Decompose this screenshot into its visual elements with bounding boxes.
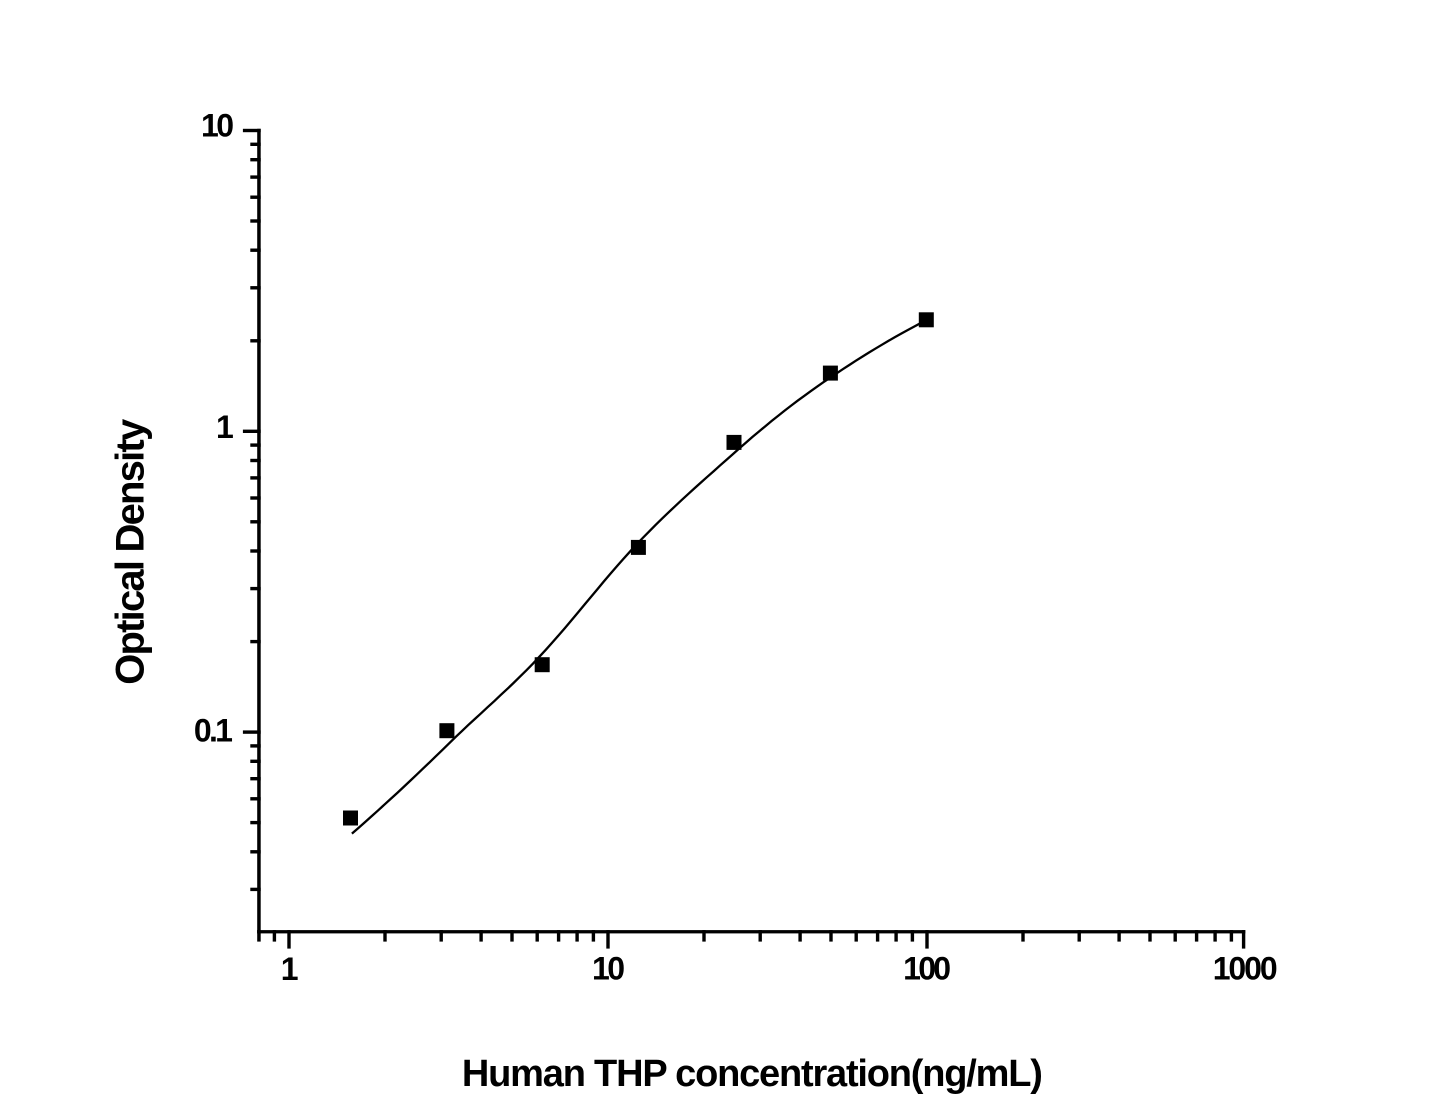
svg-text:1: 1 [216,409,234,445]
svg-text:0.1: 0.1 [194,713,233,749]
svg-text:10: 10 [201,107,234,143]
svg-text:10: 10 [592,951,625,987]
svg-text:100: 100 [903,951,951,987]
svg-text:Optical Density: Optical Density [109,418,153,685]
svg-text:Human THP concentration(ng/mL): Human THP concentration(ng/mL) [462,1053,1043,1095]
svg-text:1: 1 [281,951,299,987]
svg-text:1000: 1000 [1213,951,1278,987]
